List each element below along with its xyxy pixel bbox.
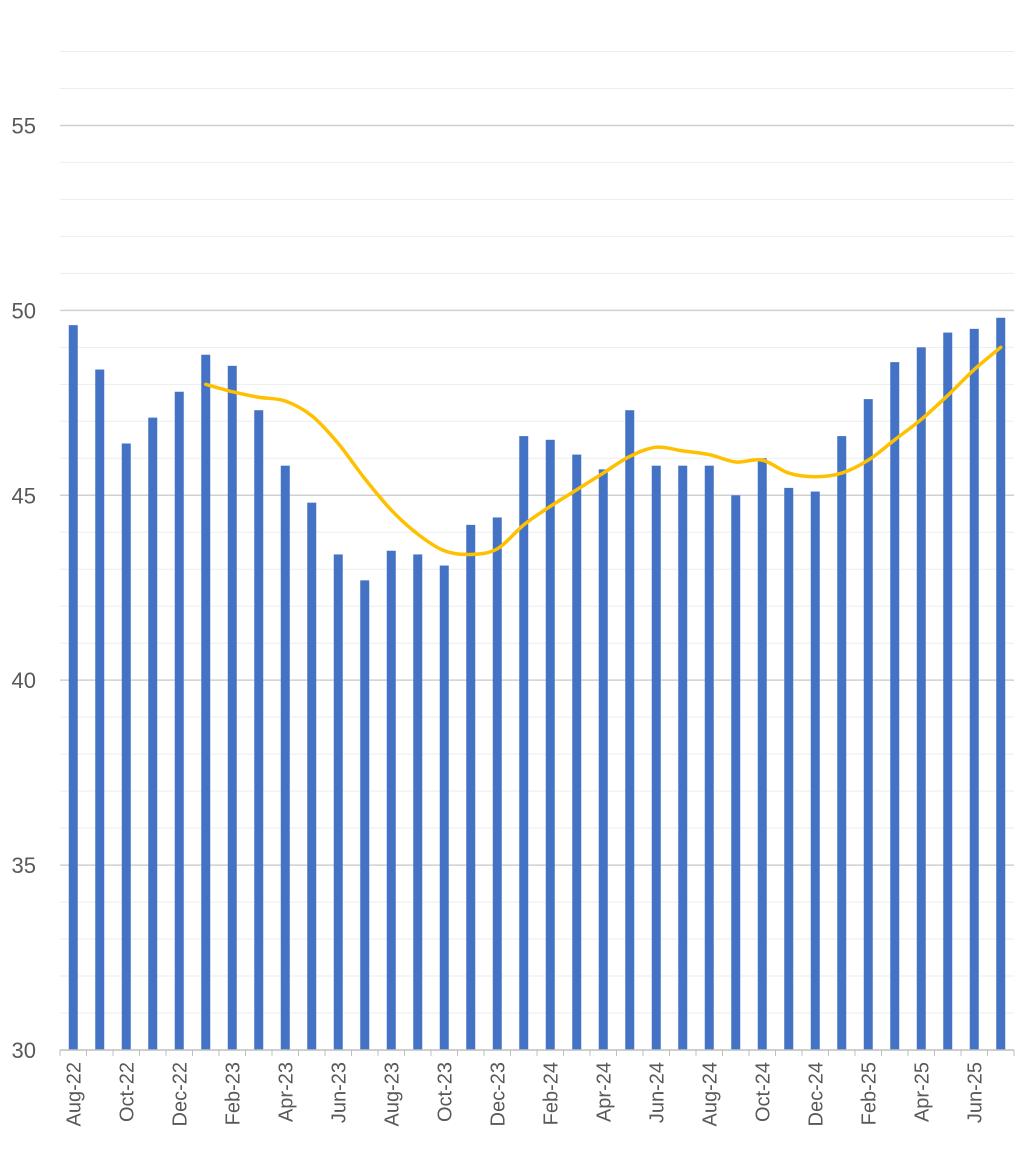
y-tick-label: 45 [12,483,36,508]
bar [466,524,476,1050]
x-tick-label: Feb-23 [222,1062,244,1125]
x-axis [59,1049,1015,1056]
x-tick-label: Oct-22 [116,1062,138,1122]
line-series [204,345,1003,557]
bar [68,325,78,1050]
bar [333,554,343,1050]
bar-series [68,317,1006,1051]
x-tick-label: Dec-23 [487,1062,509,1126]
bar [863,399,873,1050]
bar [360,580,370,1050]
x-tick-label: Aug-22 [63,1062,85,1127]
x-tick-label: Jun-25 [964,1062,986,1123]
x-tick-label: Feb-24 [540,1062,562,1125]
major-gridlines [60,124,1014,866]
y-axis-tick-labels: 30 35 40 45 50 55 [12,113,36,1063]
bar [439,565,449,1050]
bar [678,465,688,1051]
bar [572,454,582,1050]
bar [625,410,635,1050]
x-tick-label: Aug-24 [699,1062,721,1127]
y-tick-label: 35 [12,853,36,878]
bar [492,517,502,1050]
x-tick-label: Aug-23 [381,1062,403,1127]
bar [810,491,820,1050]
bar [519,436,529,1050]
x-tick-label: Jun-24 [646,1062,668,1123]
bar [943,332,953,1050]
x-tick-label: Oct-24 [752,1062,774,1122]
bar [757,458,767,1051]
bar [174,391,184,1050]
bar [121,443,131,1050]
x-tick-label: Apr-25 [911,1062,933,1122]
bar [545,439,555,1050]
bar [731,495,741,1051]
y-tick-label: 40 [12,668,36,693]
x-tick-label: Apr-24 [593,1062,615,1122]
bar [704,465,714,1051]
bar [916,347,926,1050]
bar [95,369,105,1050]
minor-gridlines [60,50,1014,1014]
x-tick-label: Feb-25 [858,1062,880,1125]
bar [890,362,900,1050]
x-tick-label: Oct-23 [434,1062,456,1122]
bar [784,487,794,1051]
y-tick-label: 30 [12,1038,36,1063]
x-tick-label: Jun-23 [328,1062,350,1123]
bar [307,502,317,1051]
x-tick-label: Dec-24 [805,1062,827,1126]
series-line [204,345,1003,557]
bar [148,417,158,1050]
bar [598,469,608,1050]
bar [280,465,290,1051]
x-tick-label: Apr-23 [275,1062,297,1122]
bar [996,317,1006,1050]
bar [969,328,979,1050]
y-tick-label: 50 [12,298,36,323]
y-tick-label: 55 [12,113,36,138]
bar [837,436,847,1050]
bar [413,554,423,1050]
bar [386,550,396,1050]
x-axis-tick-labels: Aug-22 Oct-22 Dec-22 Feb-23 Apr-23 Jun-23 Aug-… [63,1062,986,1127]
bar [201,354,211,1050]
bar [227,365,237,1050]
x-tick-label: Dec-22 [169,1062,191,1126]
bar [651,465,661,1051]
bar [254,410,264,1050]
